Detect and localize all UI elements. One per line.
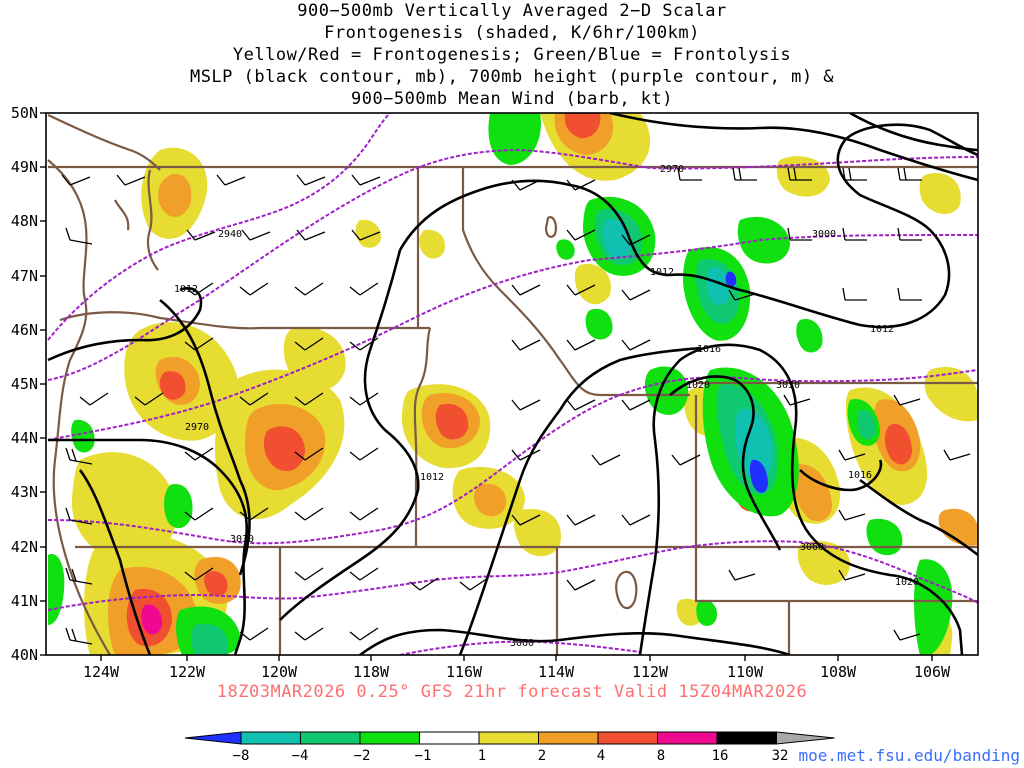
lon-label: 114W	[538, 663, 575, 681]
colorbar-label: 32	[772, 748, 789, 764]
mslp-label: 1016	[697, 344, 721, 355]
lon-label: 110W	[727, 663, 764, 681]
lon-label: 118W	[353, 663, 390, 681]
lon-label: 112W	[632, 663, 669, 681]
colorbar-segment	[184, 731, 242, 745]
mslp-label: 1012	[174, 284, 198, 295]
title-line-4: MSLP (black contour, mb), 700mb height (…	[189, 67, 835, 87]
lat-label: 47N	[11, 267, 38, 285]
lat-label: 42N	[11, 538, 38, 556]
lon-label: 124W	[83, 663, 120, 681]
colorbar-segment	[776, 731, 835, 745]
lat-label: 40N	[11, 646, 38, 664]
lat-label: 46N	[11, 321, 38, 339]
lat-label: 48N	[11, 212, 38, 230]
political-borders	[47, 113, 978, 655]
colorbar-segment	[716, 731, 777, 745]
lon-label: 122W	[169, 663, 206, 681]
colorbar-label: −4	[292, 748, 309, 764]
frontogenesis-shading	[48, 113, 978, 655]
height-label: 3060	[510, 638, 534, 649]
mslp-label: 1012	[870, 324, 894, 335]
colorbar-label: 4	[597, 748, 605, 764]
lat-label: 44N	[11, 429, 38, 447]
colorbar-label: −2	[354, 748, 371, 764]
source-credit[interactable]: moe.met.fsu.edu/banding	[798, 746, 1020, 765]
title-line-5: 900−500mb Mean Wind (barb, kt)	[350, 89, 674, 109]
colorbar-segment	[359, 731, 420, 745]
colorbar-label: −1	[415, 748, 432, 764]
lon-label: 106W	[914, 663, 951, 681]
wind-barbs	[61, 167, 971, 645]
colorbar-segment	[538, 731, 599, 745]
colorbar-label: −8	[233, 748, 250, 764]
height-label: 2970	[185, 422, 209, 433]
colorbar-segment	[240, 731, 301, 745]
title-line-3: Yellow/Red = Frontogenesis; Green/Blue =…	[232, 45, 792, 65]
colorbar-segment	[419, 731, 480, 745]
forecast-valid-time: 18Z03MAR2026 0.25° GFS 21hr forecast Val…	[216, 682, 808, 702]
lat-label: 41N	[11, 592, 38, 610]
colorbar	[184, 731, 835, 745]
height-label: 2970	[660, 164, 684, 175]
lon-label: 120W	[261, 663, 298, 681]
mslp-label: 1016	[848, 470, 872, 481]
height-label: 2940	[218, 229, 242, 240]
lon-label: 108W	[820, 663, 857, 681]
height-label: 3030	[230, 534, 254, 545]
height-label: 3060	[800, 542, 824, 553]
height-label: 3000	[812, 229, 836, 240]
colorbar-segment	[657, 731, 718, 745]
latitude-axis	[40, 112, 46, 656]
mslp-label: 1012	[420, 472, 444, 483]
mslp-label: 1020	[686, 380, 710, 391]
lon-label: 116W	[446, 663, 483, 681]
lat-label: 49N	[11, 158, 38, 176]
colorbar-label: 1	[478, 748, 486, 764]
colorbar-segment	[478, 731, 539, 745]
colorbar-segment	[300, 731, 361, 745]
colorbar-label: 16	[712, 748, 729, 764]
lat-label: 45N	[11, 375, 38, 393]
title-line-2: Frontogenesis (shaded, K/6hr/100km)	[324, 23, 700, 43]
height-label: 3030	[776, 380, 800, 391]
title-line-1: 900−500mb Vertically Averaged 2−D Scalar	[297, 1, 727, 21]
colorbar-label: 2	[538, 748, 546, 764]
lat-label: 43N	[11, 483, 38, 501]
mslp-label: 1012	[650, 267, 674, 278]
colorbar-segment	[597, 731, 658, 745]
longitude-axis	[100, 655, 933, 661]
colorbar-label: 8	[657, 748, 665, 764]
mslp-label: 1020	[895, 577, 919, 588]
lat-label: 50N	[11, 104, 38, 122]
